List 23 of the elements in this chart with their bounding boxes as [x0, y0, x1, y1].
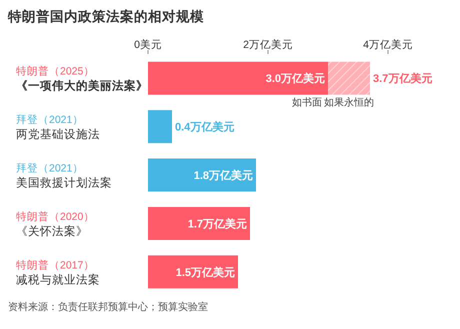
y-tick-label: 拜登（2021）两党基础设施法: [16, 114, 100, 142]
bar: [328, 62, 370, 95]
data-label: 1.5万亿美元: [176, 266, 235, 279]
bar: [148, 110, 172, 144]
bar: [148, 158, 256, 192]
x-tick-label: 4万亿美元: [363, 38, 413, 51]
y-tick-label: 特朗普（2025）《一项伟大的美丽法案》: [16, 64, 148, 93]
data-label: 0.4万亿美元: [175, 120, 234, 134]
y-tick-label: 特朗普（2020）《关怀法案》: [16, 210, 94, 238]
bar: [148, 206, 250, 240]
total-label: 3.7万亿美元: [373, 72, 432, 86]
data-label: 3.0万亿美元: [266, 72, 325, 86]
x-tick-label: 2万亿美元: [243, 38, 293, 51]
series-label: 如书面: [292, 96, 322, 109]
data-label: 1.8万亿美元: [194, 169, 253, 182]
x-tick-label: 0美元: [134, 38, 162, 51]
text: 资料来源：负责任联邦预算中心；预算实验室: [8, 300, 209, 314]
bar: [148, 62, 328, 95]
series-label: 如果永恒的: [324, 96, 374, 109]
y-tick-label: 特朗普（2017）减税与就业法案: [16, 258, 100, 286]
chart-title: 特朗普国内政策法案的相对规模: [8, 8, 205, 26]
data-label: 1.7万亿美元: [188, 217, 247, 230]
y-tick-label: 拜登（2021）美国救援计划法案: [16, 162, 112, 190]
